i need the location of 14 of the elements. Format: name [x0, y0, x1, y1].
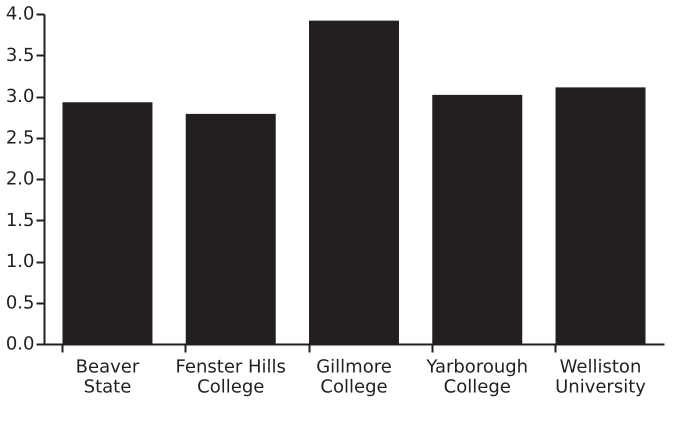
y-tick-label: 2.0	[6, 168, 34, 190]
y-tick-label: 0.5	[6, 292, 34, 314]
y-tick-label: 1.0	[6, 251, 34, 272]
y-tick-label: 3.0	[6, 86, 34, 107]
y-tick-label: 3.5	[6, 44, 34, 66]
x-tick-label: Beaver State	[76, 356, 140, 398]
y-tick-label: 4.0	[6, 4, 34, 24]
y-tick-label: 1.5	[6, 210, 34, 231]
x-tick-label: Welliston University	[555, 356, 646, 398]
x-tick-label: Gillmore College	[316, 356, 392, 398]
y-tick-label: 2.5	[6, 127, 34, 148]
x-tick-label: Yarborough College	[425, 356, 528, 398]
x-tick-label: Fenster Hills College	[176, 356, 286, 398]
y-tick-label: 0.0	[6, 334, 34, 354]
